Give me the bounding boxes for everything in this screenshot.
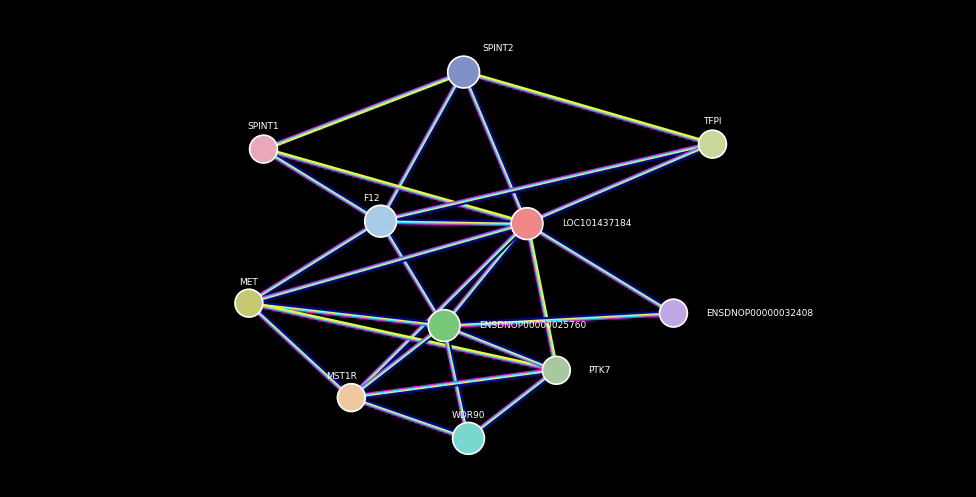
Text: LOC101437184: LOC101437184 [562,219,631,228]
Text: WDR90: WDR90 [452,412,485,420]
Ellipse shape [511,208,543,240]
Ellipse shape [448,56,479,88]
Ellipse shape [365,205,396,237]
Text: PTK7: PTK7 [589,366,611,375]
Text: ENSDNOP00000032408: ENSDNOP00000032408 [706,309,813,318]
Ellipse shape [250,135,277,163]
Text: TFPI: TFPI [704,117,721,126]
Text: F12: F12 [363,194,379,203]
Ellipse shape [338,384,365,412]
Text: SPINT2: SPINT2 [482,44,513,53]
Text: MET: MET [239,278,259,287]
Text: MST1R: MST1R [326,372,357,381]
Ellipse shape [660,299,687,327]
Ellipse shape [428,310,460,341]
Ellipse shape [699,130,726,158]
Ellipse shape [235,289,263,317]
Text: ENSDNOP00000025760: ENSDNOP00000025760 [479,321,587,330]
Ellipse shape [543,356,570,384]
Text: SPINT1: SPINT1 [248,122,279,131]
Ellipse shape [453,422,484,454]
